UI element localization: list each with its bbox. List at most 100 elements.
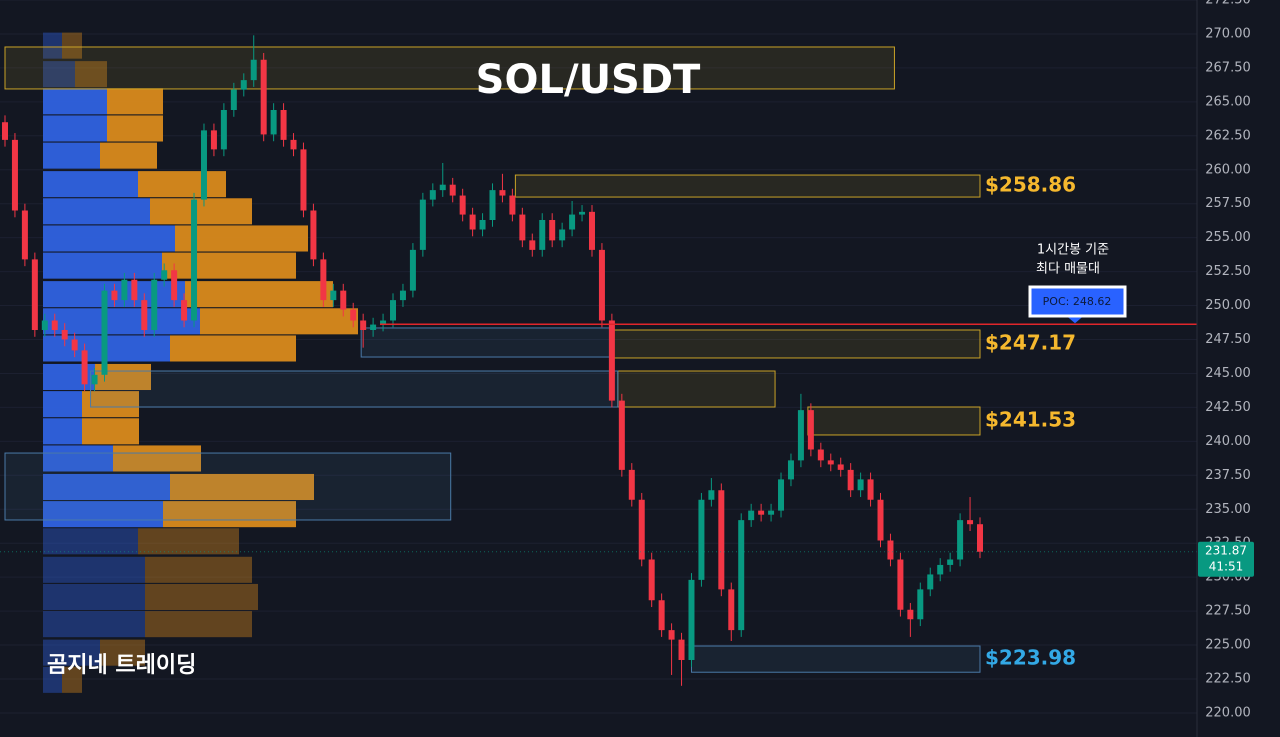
candle-body	[608, 320, 615, 401]
candle-body	[290, 139, 297, 150]
zone-label: $258.86	[985, 173, 1076, 197]
profile-sell	[170, 335, 296, 362]
candle-body	[569, 214, 576, 230]
y-tick-label: 262.50	[1205, 128, 1251, 143]
candle-body	[131, 279, 138, 301]
chart-title: SOL/USDT	[476, 57, 701, 103]
profile-buy	[43, 611, 145, 638]
candle-body	[638, 499, 645, 560]
profile-buy	[43, 88, 107, 115]
candle-body	[360, 320, 367, 330]
candle-body	[768, 510, 775, 515]
countdown: 41:51	[1209, 559, 1244, 573]
candle-body	[618, 400, 625, 470]
candle-body	[807, 410, 814, 450]
poc-label: POC: 248.62	[1043, 295, 1112, 308]
candle-body	[837, 464, 844, 470]
candle-body	[151, 279, 158, 330]
zone	[690, 645, 981, 673]
last-price-label: 231.87	[1205, 543, 1247, 557]
candle-body	[509, 195, 516, 215]
y-tick-label: 240.00	[1205, 434, 1251, 449]
profile-sell	[107, 115, 163, 142]
y-tick-label: 260.00	[1205, 162, 1251, 177]
y-tick-label: 265.00	[1205, 94, 1251, 109]
candle-body	[399, 290, 406, 301]
profile-buy	[43, 445, 113, 472]
candle-body	[489, 190, 496, 220]
candle-body	[927, 574, 934, 590]
zone	[807, 406, 981, 436]
candle-body	[748, 510, 755, 521]
profile-buy	[43, 639, 100, 666]
candle-body	[340, 290, 347, 310]
profile-buy	[43, 171, 138, 198]
zone	[4, 452, 452, 521]
candle-body	[867, 479, 874, 500]
candle-body	[529, 240, 536, 250]
profile-buy	[43, 225, 175, 252]
profile-buy	[43, 252, 162, 279]
poc-box	[1028, 285, 1127, 318]
profile-sell	[138, 171, 226, 198]
candle-body	[499, 190, 506, 196]
profile-buy	[43, 142, 100, 169]
candle-body	[200, 130, 207, 200]
candle-body	[61, 330, 68, 340]
profile-sell	[145, 583, 258, 611]
profile-buy	[43, 308, 200, 335]
candle-body	[787, 460, 794, 480]
candle-body	[658, 600, 665, 631]
candle-body	[937, 564, 944, 575]
profile-sell	[175, 225, 308, 252]
profile-sell	[100, 639, 145, 666]
candle-body	[141, 300, 148, 330]
candle-body	[111, 290, 118, 301]
profile-sell	[185, 281, 333, 308]
poc-arrow	[1068, 317, 1082, 324]
candle-body	[947, 559, 954, 565]
annotation: 1시간봉 기준	[1037, 243, 1109, 258]
candle-body	[300, 149, 307, 211]
candle-body	[688, 579, 695, 660]
profile-buy	[43, 666, 62, 693]
candle-body	[708, 490, 715, 500]
candle-body	[370, 324, 377, 330]
candle-body	[628, 469, 635, 500]
candle-body	[380, 320, 387, 325]
candle-body	[469, 214, 476, 230]
candle-body	[419, 199, 426, 250]
y-tick-label: 227.50	[1205, 604, 1251, 619]
y-tick-label: 255.00	[1205, 230, 1251, 245]
profile-buy	[43, 32, 62, 59]
candle-body	[230, 89, 237, 110]
candle-body	[957, 520, 964, 560]
candle-body	[588, 211, 595, 250]
y-tick-label: 235.00	[1205, 502, 1251, 517]
candle-body	[210, 130, 217, 150]
profile-buy	[43, 61, 75, 88]
y-tick-label: 242.50	[1205, 400, 1251, 415]
candle-body	[240, 80, 247, 90]
candle-body	[260, 59, 267, 135]
candle-body	[827, 460, 834, 465]
candle-body	[977, 524, 983, 552]
profile-sell	[200, 308, 358, 335]
candle-body	[887, 540, 894, 560]
profile-sell	[62, 666, 82, 693]
candle-body	[718, 490, 725, 590]
candle-body	[857, 479, 864, 491]
profile-sell	[138, 528, 239, 555]
candle-body	[817, 449, 824, 461]
candle-body	[121, 279, 128, 301]
candle-body	[668, 630, 675, 640]
candle-body	[31, 259, 38, 330]
candle-body	[917, 589, 924, 620]
price-axis: 220.00222.50225.00227.50230.00232.50235.…	[1198, 0, 1254, 720]
profile-sell	[107, 88, 163, 115]
zones: $258.86 $247.17 $241.53 $223.98	[4, 46, 1076, 673]
candle-body	[270, 110, 277, 135]
